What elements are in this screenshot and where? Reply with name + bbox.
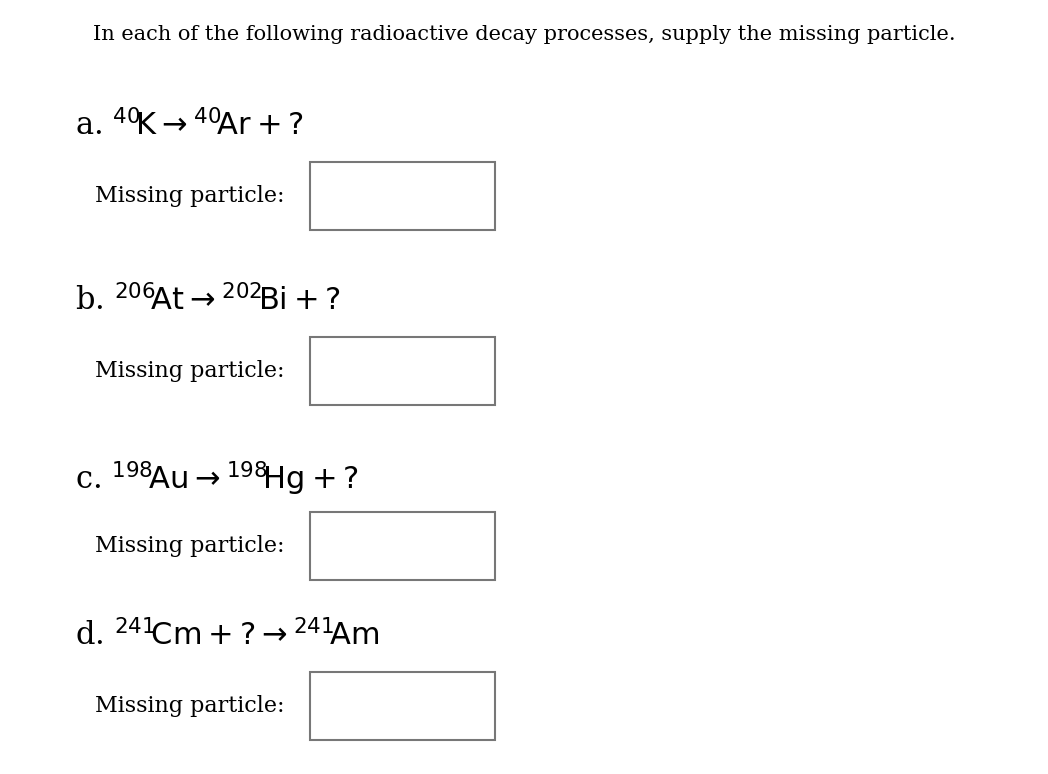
Text: Missing particle:: Missing particle: <box>95 695 284 717</box>
Text: Missing particle:: Missing particle: <box>95 360 284 382</box>
Text: c. $^{198}\!\mathrm{Au} \rightarrow {}^{198}\!\mathrm{Hg} + ?$: c. $^{198}\!\mathrm{Au} \rightarrow {}^{… <box>75 460 358 498</box>
Text: In each of the following radioactive decay processes, supply the missing particl: In each of the following radioactive dec… <box>92 25 956 44</box>
Text: b. $^{206}\!\mathrm{At} \rightarrow {}^{202}\!\mathrm{Bi} + ?$: b. $^{206}\!\mathrm{At} \rightarrow {}^{… <box>75 285 341 317</box>
Bar <box>310 512 495 580</box>
Text: Missing particle:: Missing particle: <box>95 185 284 207</box>
Text: a. $^{40}\!\mathrm{K} \rightarrow {}^{40}\!\mathrm{Ar} + ?$: a. $^{40}\!\mathrm{K} \rightarrow {}^{40… <box>75 110 304 142</box>
Bar <box>310 672 495 740</box>
Text: d. $^{241}\!\mathrm{Cm} + ? \rightarrow {}^{241}\!\mathrm{Am}$: d. $^{241}\!\mathrm{Cm} + ? \rightarrow … <box>75 620 379 652</box>
Bar <box>310 337 495 405</box>
Bar <box>310 162 495 230</box>
Text: Missing particle:: Missing particle: <box>95 535 284 557</box>
